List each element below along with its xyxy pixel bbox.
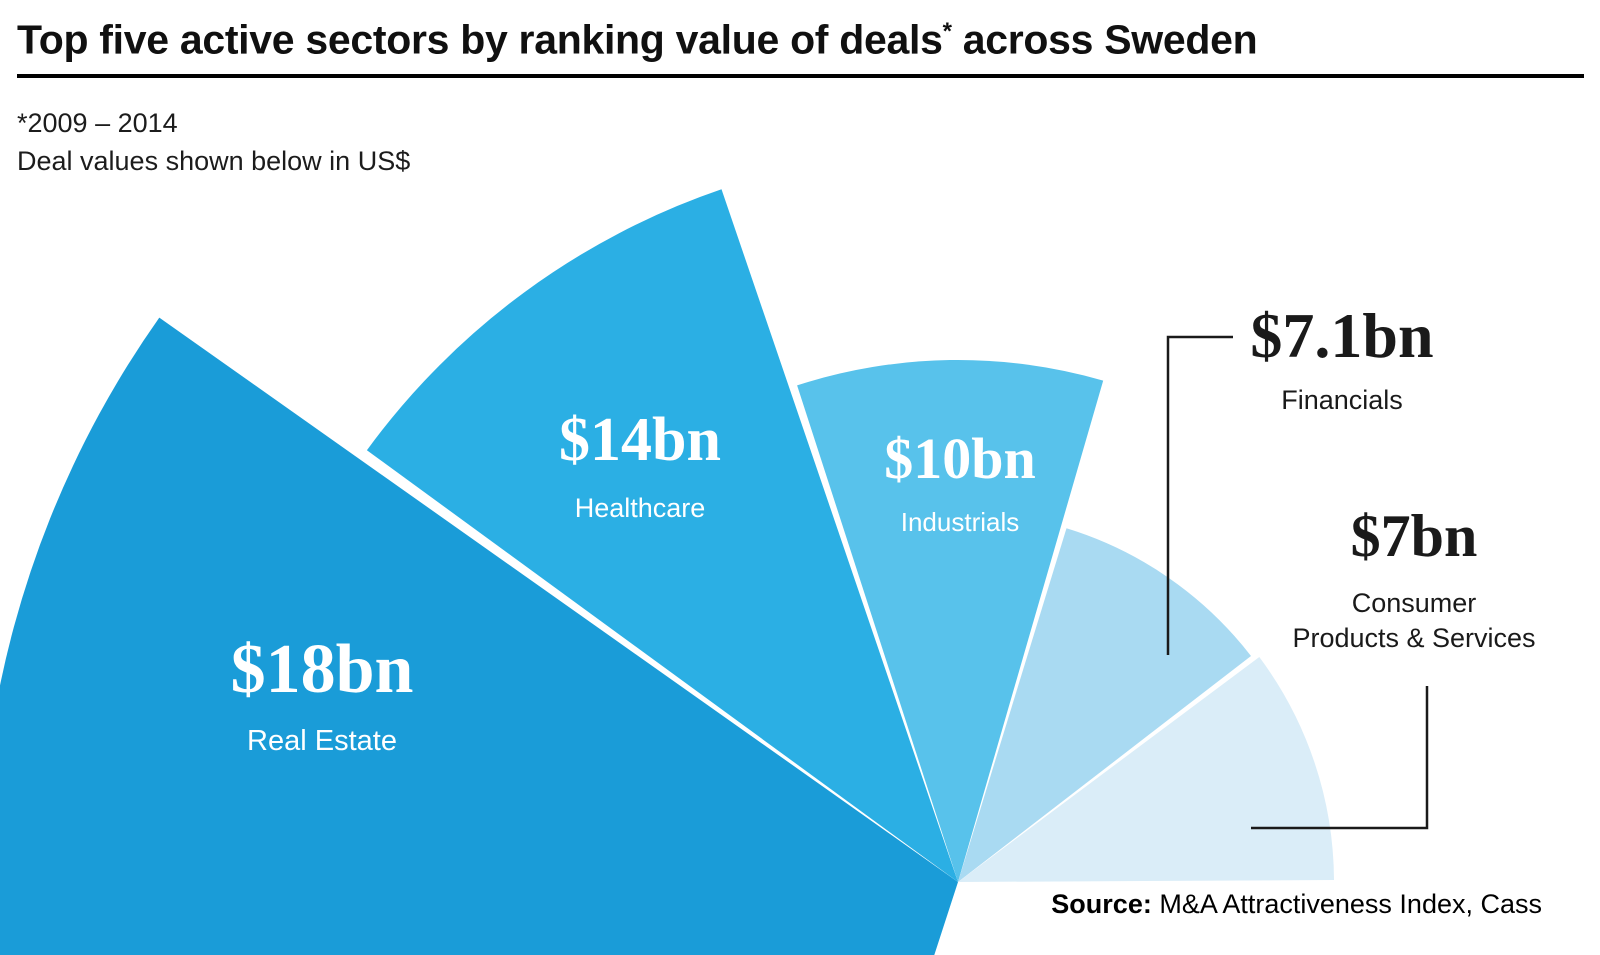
title-divider bbox=[17, 73, 1584, 78]
title-text: Top five active sectors by ranking value… bbox=[17, 16, 943, 63]
financials-name-label: Financials bbox=[1281, 385, 1403, 415]
slice-industrials bbox=[797, 359, 1104, 883]
slice-financials bbox=[958, 528, 1251, 882]
note-units: Deal values shown below in US$ bbox=[17, 145, 411, 176]
slice-healthcare bbox=[366, 189, 958, 883]
consumer-products-services-name-label-2: Products & Services bbox=[1292, 623, 1535, 653]
slice-consumer-products-services bbox=[958, 657, 1334, 882]
source-label: Source: bbox=[1051, 889, 1152, 919]
source-note: Source: M&A Attractiveness Index, Cass bbox=[1051, 889, 1542, 920]
title-text-tail: across Sweden bbox=[951, 16, 1258, 63]
industrials-value-label: $10bn bbox=[884, 426, 1036, 491]
consumer-products-services-value-label: $7bn bbox=[1351, 503, 1478, 569]
real-estate-value-label: $18bn bbox=[231, 631, 414, 708]
healthcare-value-label: $14bn bbox=[559, 406, 721, 474]
financials-value-label: $7.1bn bbox=[1250, 300, 1433, 371]
industrials-name-label: Industrials bbox=[901, 507, 1020, 537]
page-title: Top five active sectors by ranking value… bbox=[17, 8, 1584, 64]
note-period: *2009 – 2014 bbox=[17, 107, 178, 138]
title-asterisk: * bbox=[942, 18, 952, 45]
financials-connector-line bbox=[1166, 335, 1233, 655]
real-estate-name-label: Real Estate bbox=[247, 725, 397, 757]
slice-real-estate bbox=[0, 317, 958, 955]
consumer-products-services-name-label-1: Consumer bbox=[1352, 588, 1477, 618]
consumer-connector-line bbox=[1251, 686, 1429, 830]
healthcare-name-label: Healthcare bbox=[575, 493, 706, 523]
source-text: M&A Attractiveness Index, Cass bbox=[1151, 889, 1542, 919]
header: Top five active sectors by ranking value… bbox=[17, 8, 1584, 180]
